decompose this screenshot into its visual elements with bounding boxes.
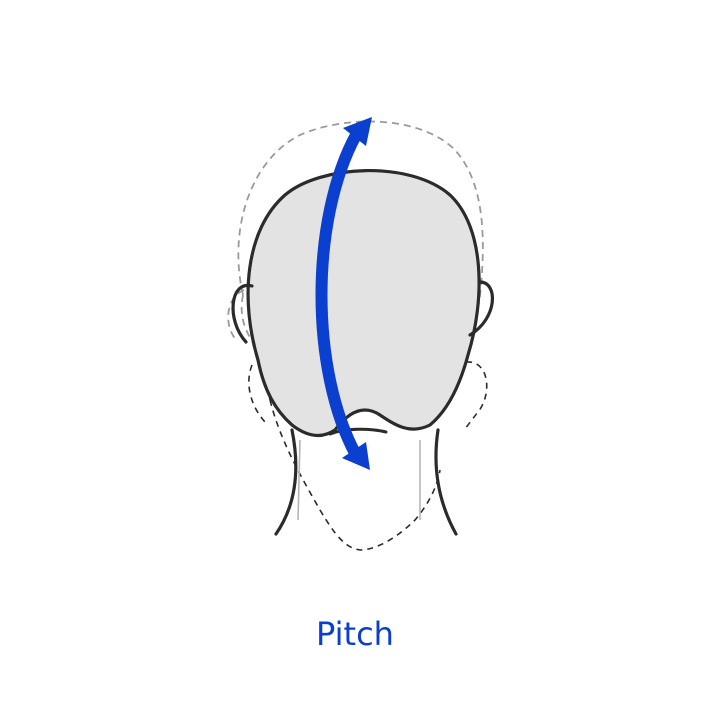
arrow-head-bottom [342, 442, 370, 470]
diagram-caption: Pitch [316, 615, 394, 653]
curved-double-arrow [315, 117, 372, 470]
arrow-shaft [315, 132, 362, 458]
neck-right [434, 428, 458, 536]
right-ear [468, 280, 494, 337]
head-shape [246, 169, 481, 438]
head-back-view [231, 169, 494, 536]
left-ear [231, 283, 254, 344]
neck-left [274, 428, 298, 536]
arrow-head-top [343, 117, 372, 146]
